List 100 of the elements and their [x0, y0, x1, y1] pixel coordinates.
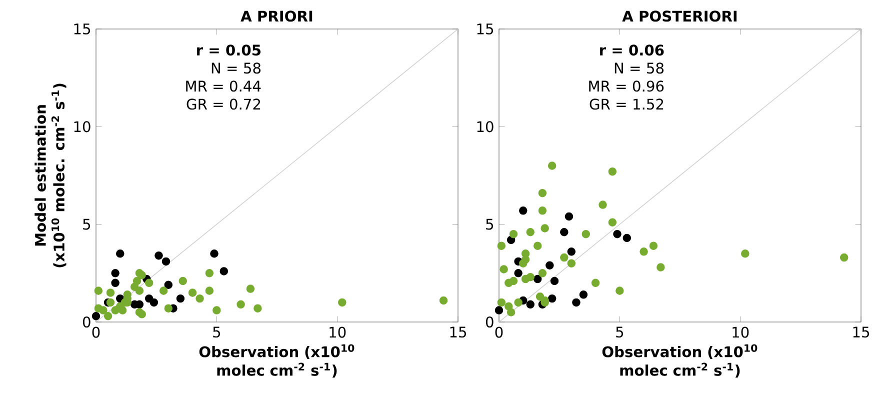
annotation: r = 0.05 — [197, 44, 261, 56]
point — [92, 312, 100, 320]
annotation: N = 58 — [212, 62, 261, 74]
point — [591, 278, 600, 288]
point — [640, 248, 648, 256]
point — [608, 218, 617, 226]
annotation: MR = 0.96 — [589, 80, 664, 92]
point — [196, 294, 204, 303]
point — [118, 306, 127, 314]
point — [622, 234, 632, 242]
point — [104, 312, 112, 320]
x-tick-label: 5 — [616, 326, 624, 338]
point — [564, 212, 574, 221]
point — [135, 286, 144, 295]
point — [210, 250, 218, 258]
point — [254, 304, 262, 312]
annotation: r = 0.06 — [600, 44, 664, 56]
point — [162, 257, 170, 266]
y-tick-label: 5 — [83, 218, 90, 230]
point — [506, 308, 516, 316]
point — [579, 290, 588, 299]
point — [514, 298, 522, 307]
point — [176, 294, 185, 303]
y-tick-label: 15 — [477, 24, 494, 34]
point — [138, 271, 146, 280]
point — [548, 162, 556, 170]
point — [138, 310, 146, 318]
point — [613, 230, 622, 238]
point — [116, 250, 124, 258]
point — [582, 230, 590, 238]
point — [572, 298, 580, 307]
point — [519, 259, 528, 268]
point — [212, 306, 221, 314]
point — [567, 248, 576, 256]
x-tick-label: 5 — [213, 326, 220, 338]
y-tick-label: 0 — [486, 316, 494, 328]
point — [741, 250, 750, 258]
point — [509, 276, 518, 286]
x-tick-label: 10 — [330, 326, 346, 338]
x-tick-label: 15 — [450, 326, 466, 338]
point — [94, 286, 103, 295]
point — [509, 230, 518, 238]
point — [560, 253, 568, 262]
point — [150, 298, 158, 307]
point — [111, 278, 120, 288]
point — [840, 253, 848, 262]
point — [159, 286, 168, 295]
point — [154, 251, 163, 260]
point — [246, 284, 255, 293]
point — [526, 228, 534, 236]
point — [608, 167, 617, 176]
point — [164, 304, 173, 312]
point — [656, 263, 665, 272]
x-tick-label: 0 — [495, 326, 503, 338]
point — [546, 261, 554, 270]
text: Observation (x10$^{10}$ molec cm$^{-2}$ s$^{-1}$) — [602, 344, 758, 378]
point — [519, 206, 528, 215]
point — [439, 296, 448, 305]
point — [106, 288, 115, 297]
point — [497, 298, 506, 307]
point — [188, 288, 197, 297]
x-tick-label: 15 — [853, 326, 870, 338]
point — [548, 294, 556, 303]
point — [514, 269, 522, 278]
annotation: GR = 0.72 — [186, 98, 260, 110]
point — [560, 228, 568, 236]
text: Observation (x10$^{10}$ molec cm$^{-2}$ s$^{-1}$) — [199, 344, 354, 378]
point — [99, 306, 108, 314]
annotation: GR = 1.52 — [590, 98, 664, 110]
point — [111, 269, 120, 278]
point — [220, 267, 228, 276]
point — [205, 269, 214, 278]
point — [106, 298, 115, 307]
point — [526, 272, 534, 282]
point — [540, 224, 549, 232]
point — [164, 280, 173, 290]
chart-title: A PRIORI — [240, 10, 312, 22]
point — [534, 242, 542, 250]
point — [567, 259, 576, 268]
x-tick-label: 10 — [732, 326, 749, 338]
point — [236, 300, 245, 309]
y-tick-label: 10 — [74, 121, 90, 132]
point — [338, 298, 346, 307]
point — [144, 278, 154, 288]
x-tick-label: 0 — [92, 326, 100, 338]
point — [538, 269, 547, 278]
point — [550, 276, 559, 286]
point — [526, 300, 534, 309]
annotation: N = 58 — [614, 62, 664, 74]
annotation: MR = 0.44 — [186, 80, 261, 92]
point — [538, 188, 547, 198]
point — [649, 242, 658, 250]
point — [178, 276, 187, 286]
y-tick-label: 0 — [82, 316, 90, 328]
point — [598, 200, 607, 209]
y-tick-label: 15 — [74, 24, 90, 34]
y-tick-label: 10 — [477, 121, 494, 132]
chart-title: A POSTERIORI — [622, 10, 737, 22]
point — [538, 206, 547, 215]
point — [205, 286, 214, 295]
